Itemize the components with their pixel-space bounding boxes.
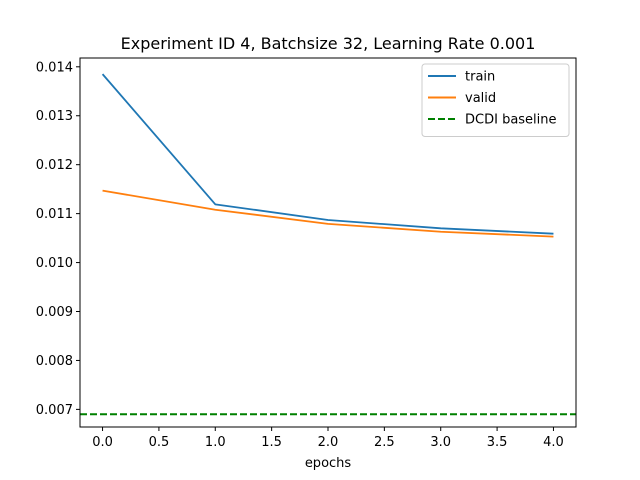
- x-tick-label: 2.5: [374, 435, 395, 450]
- series-line-valid: [102, 189, 554, 238]
- plot-area: [79, 57, 577, 428]
- y-tick-label: 0.013: [36, 109, 73, 124]
- chart-title: Experiment ID 4, Batchsize 32, Learning …: [121, 34, 536, 53]
- y-tick-label: 0.011: [36, 207, 73, 222]
- x-tick-label: 4.0: [543, 435, 564, 450]
- legend-label-0: train: [465, 70, 495, 85]
- y-axis: 0.007 0.008 0.009 0.010 0.011 0.012 0.013 0.014: [36, 60, 80, 418]
- x-axis: 0.0 0.5 1.0 1.5 2.0 2.5 3.0 3.5 4.0: [92, 427, 564, 450]
- y-tick-label: 0.012: [36, 158, 73, 173]
- x-tick-label: 1.5: [261, 435, 282, 450]
- x-tick-label: 0.5: [149, 435, 170, 450]
- y-tick-label: 0.009: [36, 305, 73, 320]
- legend-box: [421, 63, 570, 137]
- x-tick-label: 3.0: [430, 435, 451, 450]
- legend: train valid DCDI baseline: [421, 63, 570, 137]
- y-tick-label: 0.014: [36, 60, 73, 75]
- x-tick-label: 1.0: [205, 435, 226, 450]
- x-tick-label: 3.5: [487, 435, 508, 450]
- legend-label-1: valid: [465, 91, 496, 106]
- x-tick-label: 0.0: [92, 435, 113, 450]
- x-tick-label: 2.0: [318, 435, 339, 450]
- legend-label-2: DCDI baseline: [465, 113, 557, 128]
- y-tick-label: 0.008: [36, 354, 73, 369]
- x-axis-label: epochs: [305, 456, 352, 471]
- y-tick-label: 0.010: [36, 256, 73, 271]
- y-tick-label: 0.007: [36, 403, 73, 418]
- series-line-train: [101, 73, 554, 235]
